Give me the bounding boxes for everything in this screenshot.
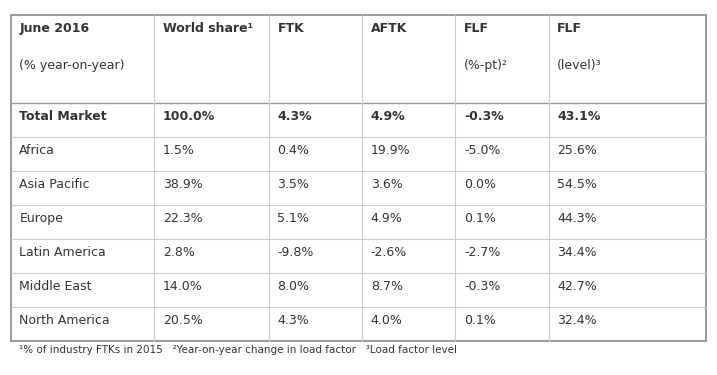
Text: -2.7%: -2.7% — [464, 246, 500, 259]
Text: 3.5%: 3.5% — [277, 178, 309, 191]
Text: 8.0%: 8.0% — [277, 280, 310, 293]
Text: 4.9%: 4.9% — [371, 212, 402, 225]
Text: 4.0%: 4.0% — [371, 314, 402, 327]
Text: 20.5%: 20.5% — [163, 314, 203, 327]
Text: Asia Pacific: Asia Pacific — [19, 178, 90, 191]
Text: (%-pt)²: (%-pt)² — [464, 59, 508, 72]
Text: 22.3%: 22.3% — [163, 212, 202, 225]
Text: World share¹: World share¹ — [163, 22, 253, 35]
Text: 4.3%: 4.3% — [277, 314, 309, 327]
Text: 25.6%: 25.6% — [557, 144, 597, 157]
Text: FLF: FLF — [464, 22, 489, 35]
Text: (% year-on-year): (% year-on-year) — [19, 59, 125, 72]
Text: 100.0%: 100.0% — [163, 110, 215, 123]
Text: 0.0%: 0.0% — [464, 178, 496, 191]
Text: Africa: Africa — [19, 144, 55, 157]
Bar — [11, 15, 706, 341]
Text: 14.0%: 14.0% — [163, 280, 202, 293]
Text: 4.3%: 4.3% — [277, 110, 312, 123]
Text: -9.8%: -9.8% — [277, 246, 314, 259]
Text: Total Market: Total Market — [19, 110, 107, 123]
Text: 42.7%: 42.7% — [557, 280, 597, 293]
Text: 34.4%: 34.4% — [557, 246, 597, 259]
Text: -2.6%: -2.6% — [371, 246, 407, 259]
Text: Middle East: Middle East — [19, 280, 92, 293]
Text: 54.5%: 54.5% — [557, 178, 597, 191]
Text: 3.6%: 3.6% — [371, 178, 402, 191]
Text: North America: North America — [19, 314, 110, 327]
Text: -5.0%: -5.0% — [464, 144, 500, 157]
Text: 4.9%: 4.9% — [371, 110, 405, 123]
Text: (level)³: (level)³ — [557, 59, 602, 72]
Text: 5.1%: 5.1% — [277, 212, 309, 225]
Text: -0.3%: -0.3% — [464, 280, 500, 293]
Text: 8.7%: 8.7% — [371, 280, 403, 293]
Text: 2.8%: 2.8% — [163, 246, 194, 259]
Text: FLF: FLF — [557, 22, 582, 35]
Text: 32.4%: 32.4% — [557, 314, 597, 327]
Text: Latin America: Latin America — [19, 246, 106, 259]
Text: 1.5%: 1.5% — [163, 144, 194, 157]
Text: 44.3%: 44.3% — [557, 212, 597, 225]
Text: FTK: FTK — [277, 22, 304, 35]
Text: ¹% of industry FTKs in 2015   ²Year-on-year change in load factor   ³Load factor: ¹% of industry FTKs in 2015 ²Year-on-yea… — [19, 345, 457, 355]
Text: 0.1%: 0.1% — [464, 212, 495, 225]
Text: 43.1%: 43.1% — [557, 110, 600, 123]
Text: -0.3%: -0.3% — [464, 110, 503, 123]
Text: Europe: Europe — [19, 212, 63, 225]
Text: 0.4%: 0.4% — [277, 144, 309, 157]
Text: AFTK: AFTK — [371, 22, 407, 35]
Text: 0.1%: 0.1% — [464, 314, 495, 327]
Text: June 2016: June 2016 — [19, 22, 90, 35]
Text: 38.9%: 38.9% — [163, 178, 202, 191]
Text: 19.9%: 19.9% — [371, 144, 410, 157]
